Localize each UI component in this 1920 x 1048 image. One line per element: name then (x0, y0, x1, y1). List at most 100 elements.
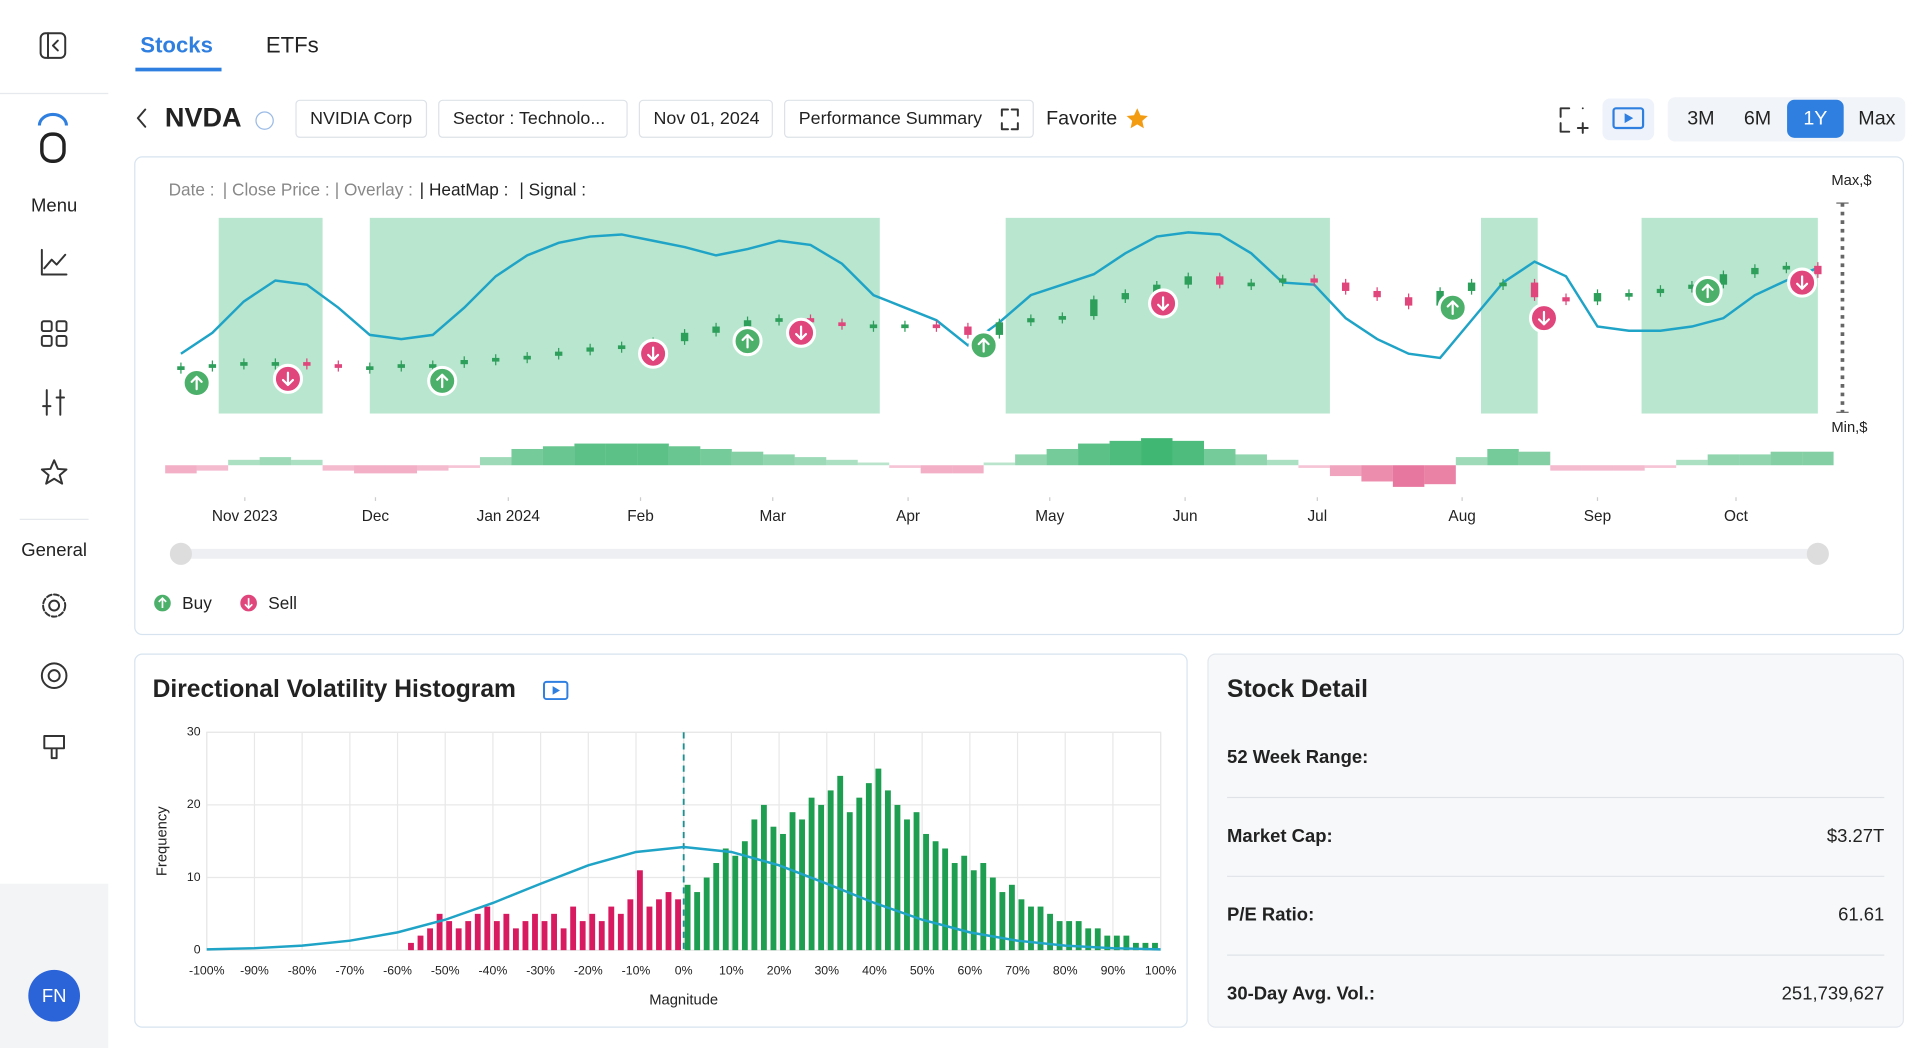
chip[interactable] (784, 99, 1034, 138)
heatmap-bar (1487, 448, 1519, 466)
signal-arrow (977, 338, 990, 353)
slider-handle[interactable] (169, 542, 192, 565)
back-button[interactable] (136, 108, 147, 128)
histogram-bar (627, 899, 634, 951)
filter-nav[interactable] (42, 389, 65, 416)
chip[interactable] (295, 99, 428, 138)
legend-label[interactable]: Buy (182, 593, 212, 613)
heatmap-bar (354, 465, 386, 474)
signal-arrow (741, 333, 754, 349)
slider-handle[interactable] (1806, 542, 1829, 565)
sidebar-footer (0, 883, 109, 1048)
heatmap-bar (259, 457, 292, 466)
tab[interactable]: Stocks (140, 33, 213, 58)
histogram-bar (713, 863, 720, 951)
range-button[interactable]: 3M (1687, 108, 1714, 130)
slider-track[interactable] (180, 548, 1818, 559)
histogram-bar (589, 913, 596, 951)
candle (271, 362, 280, 366)
histogram-bar (837, 775, 844, 951)
settings-nav[interactable] (42, 593, 67, 618)
dashboard-nav[interactable] (40, 320, 68, 347)
x-tick-label: 70% (1005, 963, 1030, 977)
x-tick-label: -90% (240, 963, 269, 977)
histogram-bar (417, 935, 424, 951)
heatmap-bar (479, 457, 512, 466)
range-button[interactable]: 6M (1744, 108, 1771, 130)
legend-arrow (244, 598, 253, 610)
detail-label: 52 Week Range: (1227, 746, 1368, 767)
x-tick-label: Dec (362, 508, 390, 525)
candle (1436, 290, 1444, 306)
candle (492, 357, 500, 362)
heatmap-bar (794, 457, 827, 466)
heatmap-bar (448, 465, 480, 468)
histogram-bar (560, 928, 567, 951)
histogram-bar (808, 797, 815, 951)
x-tick-label: 100% (1145, 963, 1177, 977)
add-icon[interactable] (1559, 107, 1589, 134)
legend-label[interactable]: Sell (268, 593, 297, 613)
range-button[interactable]: 1Y (1803, 108, 1827, 130)
histogram-bar (904, 819, 910, 951)
histogram-bar (751, 819, 758, 951)
expand-icon[interactable] (1000, 108, 1019, 131)
histogram-bar (570, 906, 577, 951)
histogram-bar (551, 913, 557, 951)
x-tick-label: -30% (526, 963, 555, 977)
avatar[interactable] (28, 969, 80, 1022)
video-icon[interactable] (543, 680, 569, 701)
signal-arrow (190, 375, 203, 391)
x-tick-label: Oct (1724, 508, 1749, 525)
support-nav[interactable] (40, 662, 68, 689)
signal-arrow (1701, 283, 1714, 299)
y-tick-label: Max,$ (1831, 173, 1871, 189)
candle (429, 364, 437, 368)
info-label: Date : (169, 179, 215, 199)
candle (1751, 267, 1759, 275)
chip[interactable] (438, 99, 628, 138)
y-tick-label: Min,$ (1831, 420, 1867, 436)
candle (1184, 276, 1192, 285)
chart-nav[interactable] (40, 248, 68, 276)
legend-arrow (158, 596, 167, 608)
heatmap-bar (1046, 448, 1079, 466)
heatmap-bar (731, 451, 764, 466)
range-button[interactable]: Max (1858, 108, 1895, 130)
candle (1404, 297, 1413, 306)
x-tick-label: 10% (719, 963, 744, 977)
histogram-bar (541, 921, 548, 951)
candle (208, 364, 217, 368)
logo (40, 132, 66, 163)
histogram-bar (799, 819, 805, 951)
info-icon[interactable] (255, 111, 274, 130)
heatmap-bar (1644, 465, 1677, 468)
heatmap-bar (1770, 451, 1803, 466)
signal-arrow (1796, 275, 1809, 290)
favorite-star[interactable] (1126, 108, 1148, 129)
heatmap-bar (511, 448, 543, 466)
histogram-bar (1104, 935, 1111, 951)
tab[interactable]: ETFs (266, 33, 319, 58)
chip[interactable] (638, 99, 773, 138)
favorite-label[interactable]: Favorite (1046, 108, 1117, 130)
heatmap-bar (1613, 465, 1645, 471)
x-tick-label: Apr (896, 508, 920, 525)
favorites-nav[interactable] (40, 459, 68, 485)
candle (1688, 284, 1696, 289)
histogram-bar (989, 877, 996, 951)
histogram-bar (703, 877, 710, 951)
sidebar (0, 0, 109, 1048)
heatmap-bar (1329, 465, 1362, 477)
theme-nav[interactable] (43, 735, 65, 760)
histogram-bar (436, 913, 443, 951)
histogram-bar (532, 913, 538, 951)
collapse-button[interactable] (39, 32, 67, 59)
histogram-bar (827, 790, 834, 951)
x-tick-label: -70% (335, 963, 364, 977)
y-tick-label: 0 (194, 942, 201, 956)
x-tick-label: 60% (958, 963, 983, 977)
candle (806, 318, 815, 323)
x-tick-label: 20% (767, 963, 792, 977)
